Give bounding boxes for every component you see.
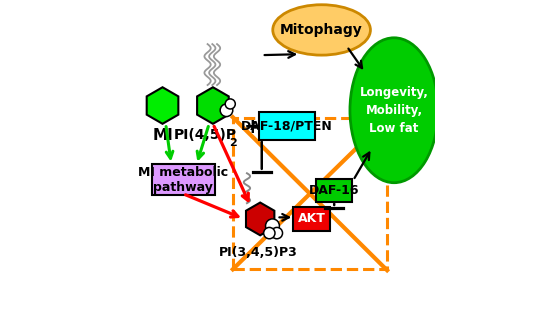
Text: +: + bbox=[244, 117, 261, 137]
FancyBboxPatch shape bbox=[292, 207, 330, 231]
Text: MI: MI bbox=[152, 128, 173, 143]
Circle shape bbox=[220, 104, 233, 117]
Circle shape bbox=[265, 219, 279, 233]
Ellipse shape bbox=[350, 38, 438, 183]
Ellipse shape bbox=[273, 5, 370, 55]
FancyBboxPatch shape bbox=[152, 164, 214, 195]
Text: 2: 2 bbox=[229, 138, 236, 148]
FancyBboxPatch shape bbox=[316, 179, 352, 202]
Text: Longevity,
Mobility,
Low fat: Longevity, Mobility, Low fat bbox=[360, 86, 428, 135]
Text: PI(4,5)P: PI(4,5)P bbox=[174, 129, 237, 142]
FancyBboxPatch shape bbox=[259, 112, 315, 140]
Polygon shape bbox=[197, 87, 229, 124]
Polygon shape bbox=[147, 87, 178, 124]
Text: DAF-16: DAF-16 bbox=[309, 184, 360, 197]
Circle shape bbox=[264, 227, 275, 239]
Polygon shape bbox=[246, 203, 274, 235]
Text: DAF-18/PTEN: DAF-18/PTEN bbox=[241, 119, 333, 133]
Text: PI(3,4,5)P3: PI(3,4,5)P3 bbox=[219, 246, 298, 260]
Text: MI metabolic
pathway: MI metabolic pathway bbox=[138, 166, 228, 193]
Text: Mitophagy: Mitophagy bbox=[280, 23, 363, 37]
Circle shape bbox=[225, 99, 235, 109]
Text: AKT: AKT bbox=[297, 212, 325, 226]
Circle shape bbox=[271, 227, 282, 239]
